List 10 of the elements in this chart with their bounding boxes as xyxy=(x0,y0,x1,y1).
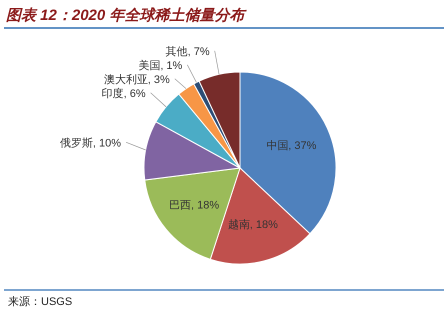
slice-label: 中国 xyxy=(266,139,288,152)
chart-title: 图表 12：2020 年全球稀土储量分布 xyxy=(6,7,248,24)
source-note: 来源：USGS xyxy=(8,295,72,308)
slice-label: 美国 xyxy=(138,58,160,72)
slice-label: 其他 xyxy=(166,44,188,58)
slice-label: 越南 xyxy=(228,218,250,231)
slice-label: 俄罗斯 xyxy=(60,136,93,150)
slice-label: 印度 xyxy=(102,86,124,100)
slice-label: 澳大利亚 xyxy=(104,72,148,86)
slice-label: 巴西 xyxy=(169,200,192,212)
